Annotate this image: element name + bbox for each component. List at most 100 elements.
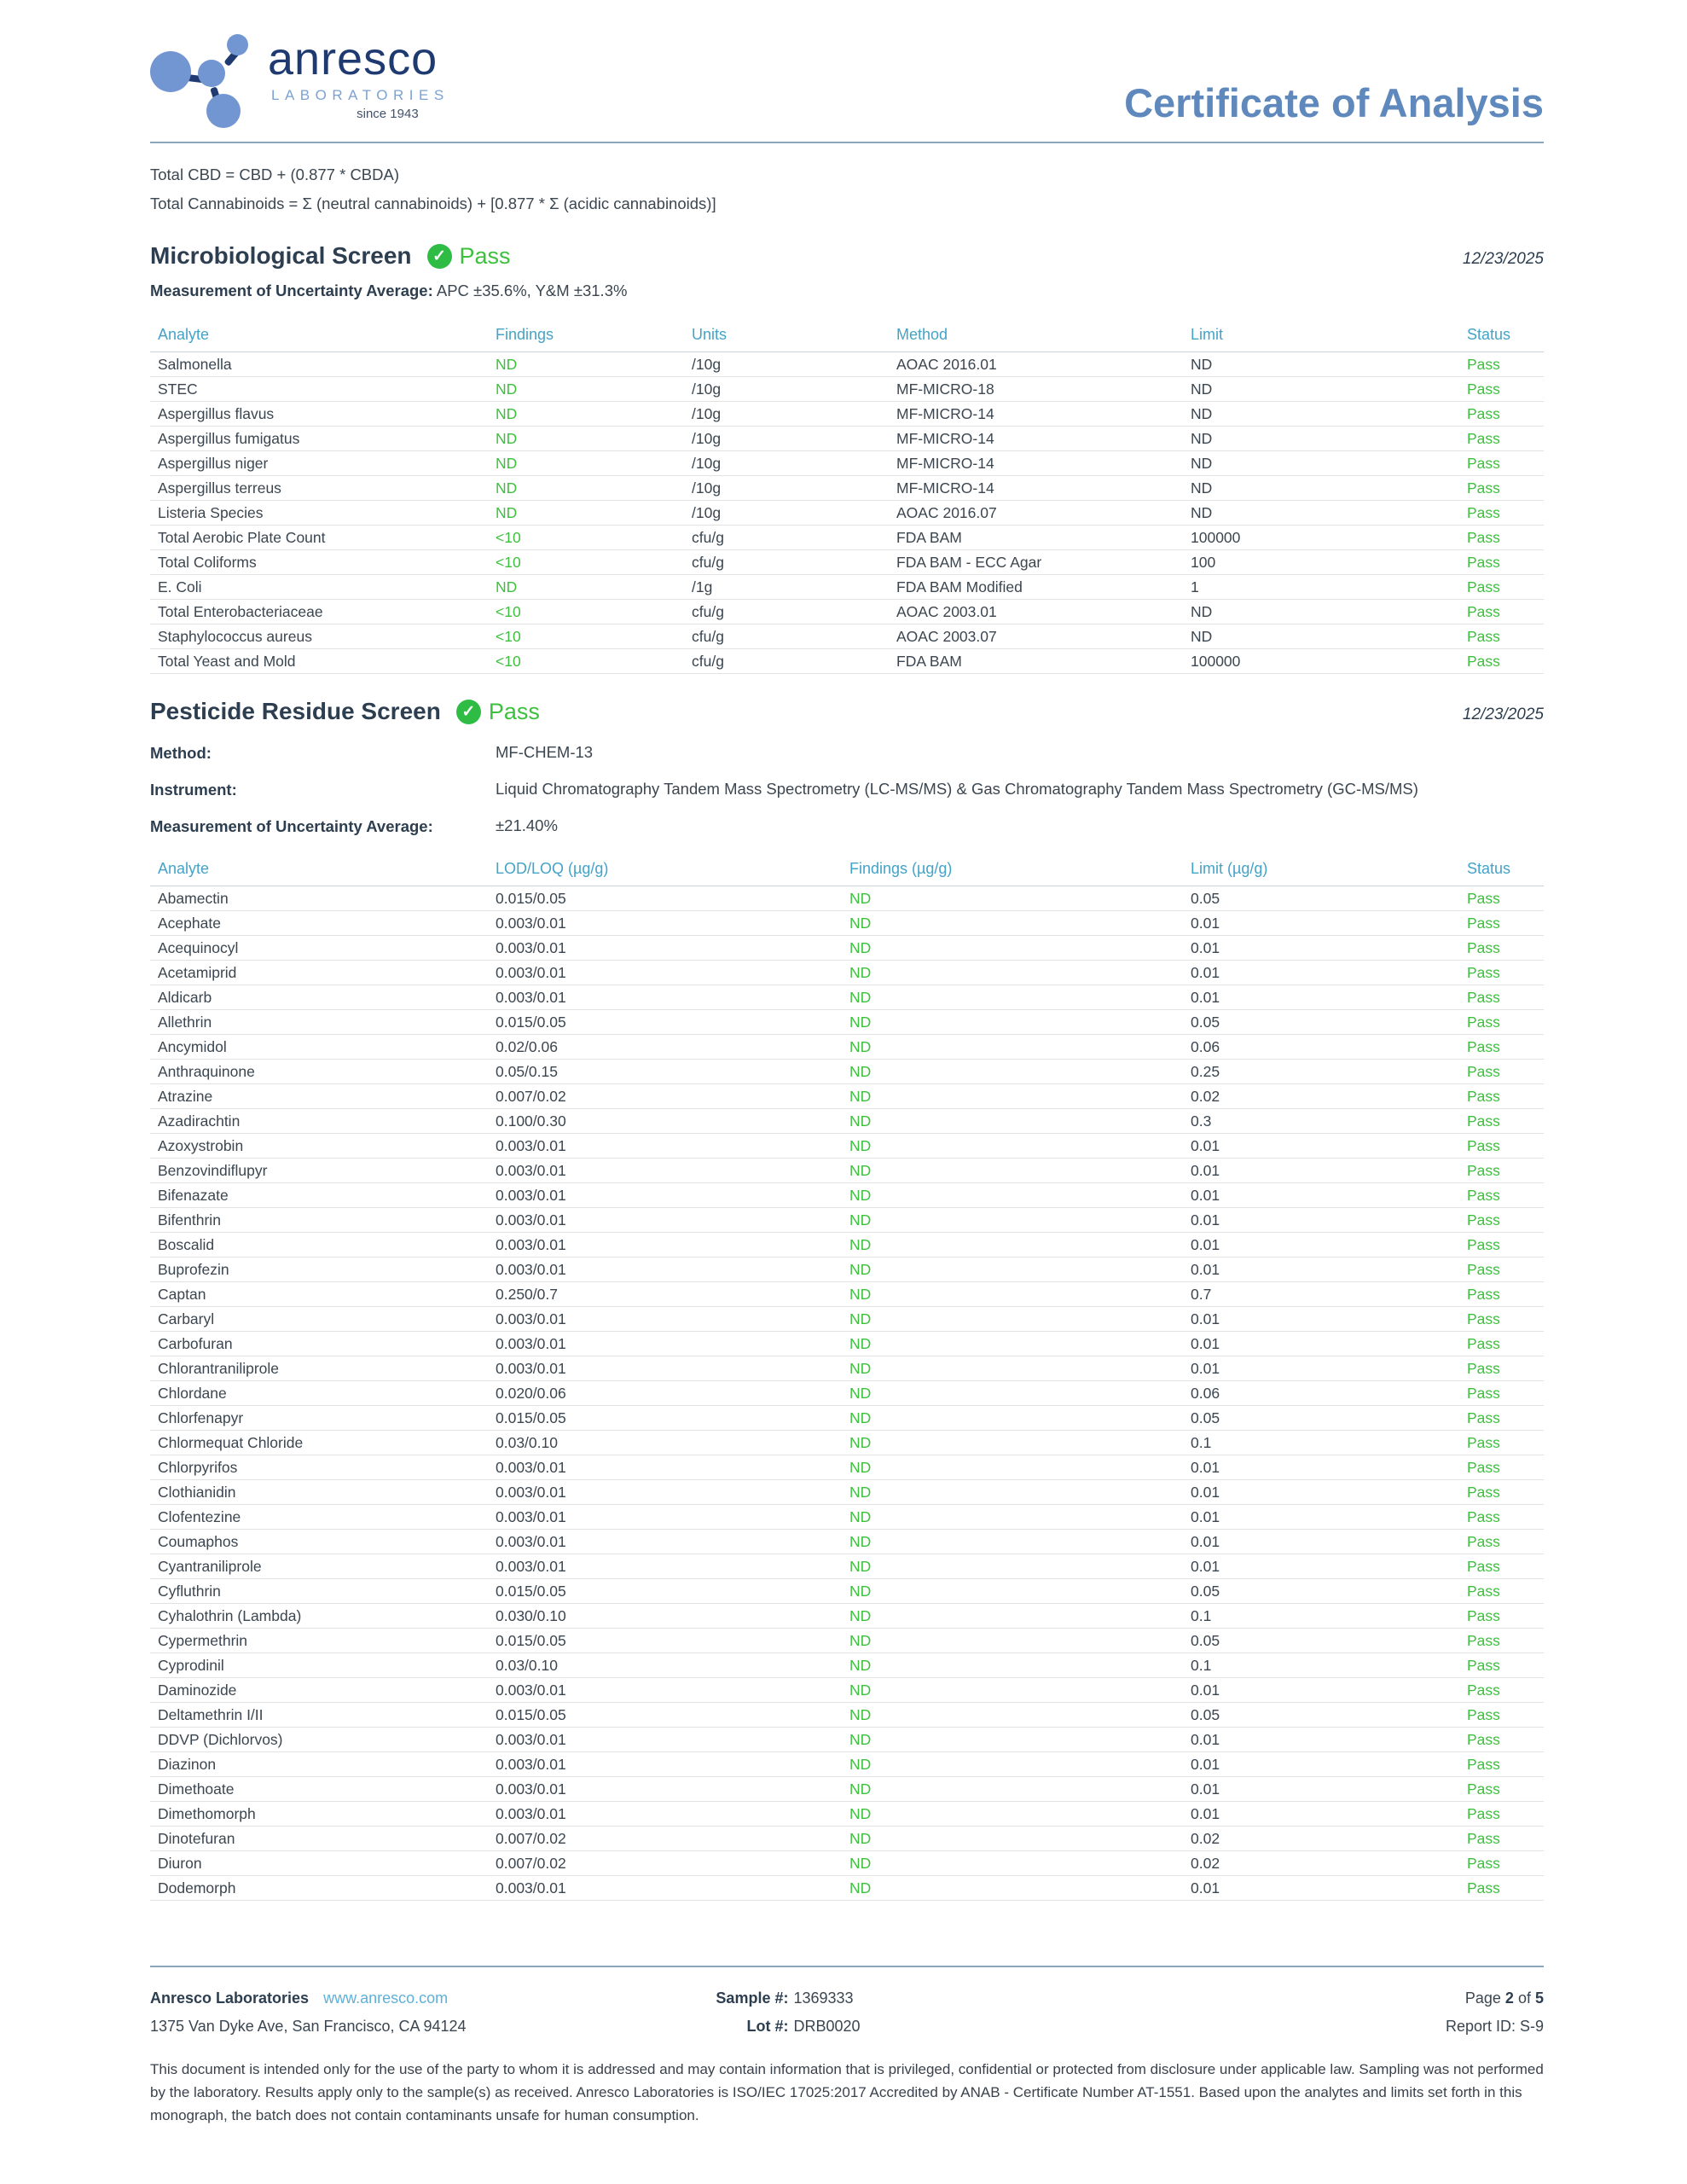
table-cell: Cypermethrin [150,1628,496,1653]
table-cell: ND [849,1455,1191,1480]
table-cell: 0.020/0.06 [496,1380,849,1406]
page-label: Page [1464,1989,1501,2007]
table-row: Abamectin 0.015/0.05 ND 0.05 Pass [150,886,1544,911]
pesticide-date: 12/23/2025 [1462,706,1544,723]
table-cell: <10 [496,549,692,575]
table-cell: ND [849,985,1191,1010]
table-cell: Total Enterobacteriaceae [150,599,496,624]
table-row: Buprofezin 0.003/0.01 ND 0.01 Pass [150,1257,1544,1282]
table-cell: 0.003/0.01 [496,935,849,961]
pesticide-mou-label: Measurement of Uncertainty Average: [150,816,433,835]
table-cell: ND [849,1380,1191,1406]
table-cell: ND [849,1232,1191,1258]
table-cell: ND [849,1257,1191,1282]
table-cell: 0.01 [1191,910,1467,936]
table-row: Carbaryl 0.003/0.01 ND 0.01 Pass [150,1306,1544,1332]
table-cell: Pass [1467,525,1544,550]
table-cell: AOAC 2016.01 [896,351,1191,377]
table-cell: Pass [1467,401,1544,427]
table-cell: Diazinon [150,1751,496,1777]
table-row: Diuron 0.007/0.02 ND 0.02 Pass [150,1850,1544,1876]
table-cell: 0.05 [1191,1405,1467,1431]
footer-sample-block: Sample #: 1369333 Lot #: DRB0020 [686,1989,1115,2036]
table-row: Chlorpyrifos 0.003/0.01 ND 0.01 Pass [150,1455,1544,1480]
table-cell: Clofentezine [150,1504,496,1530]
table-cell: Acephate [150,910,496,936]
table-cell: 0.05 [1191,1628,1467,1653]
table-cell: 0.02 [1191,1083,1467,1109]
table-cell: ND [1191,351,1467,377]
table-cell: Pass [1467,910,1544,936]
table-row: Cyantraniliprole 0.003/0.01 ND 0.01 Pass [150,1554,1544,1579]
table-cell: 0.06 [1191,1380,1467,1406]
report-id: Report ID: S-9 [1445,2018,1544,2035]
table-cell: ND [849,1009,1191,1035]
table-row: Allethrin 0.015/0.05 ND 0.05 Pass [150,1009,1544,1035]
table-cell: Pass [1467,1702,1544,1728]
table-row: Salmonella ND/10g AOAC 2016.01 ND Pass [150,351,1544,377]
table-cell: Aspergillus terreus [150,475,496,501]
table-cell: Pass [1467,475,1544,501]
table-cell: Pass [1467,1281,1544,1307]
company-name: Anresco Laboratories [150,1989,310,2007]
formula-block: Total CBD = CBD + (0.877 * CBDA) Total C… [150,160,1544,218]
table-row: Aspergillus niger ND/10g MF-MICRO-14 ND Pass [150,450,1544,476]
table-cell: <10 [496,599,692,624]
sample-label: Sample #: [716,1989,789,2007]
table-cell: /1g [692,574,896,600]
table-row: Chlorfenapyr 0.015/0.05 ND 0.05 Pass [150,1405,1544,1431]
table-cell: Aldicarb [150,985,496,1010]
pesticide-title-group: Pesticide Residue Screen ✓ Pass [150,698,540,725]
table-cell: Pass [1467,1479,1544,1505]
table-cell: 0.02/0.06 [496,1034,849,1060]
website-link[interactable]: www.anresco.com [323,1989,449,2007]
table-cell: 0.003/0.01 [496,1504,849,1530]
table-cell: Anthraquinone [150,1059,496,1084]
table-row: Cyfluthrin 0.015/0.05 ND 0.05 Pass [150,1578,1544,1604]
table-cell: Pass [1467,1801,1544,1827]
pesticide-section-header: Pesticide Residue Screen ✓ Pass 12/23/20… [150,698,1544,725]
table-cell: Pass [1467,1232,1544,1258]
table-row: Clothianidin 0.003/0.01 ND 0.01 Pass [150,1479,1544,1505]
table-cell: Pass [1467,426,1544,451]
table-row: Bifenazate 0.003/0.01 ND 0.01 Pass [150,1182,1544,1208]
table-cell: Total Aerobic Plate Count [150,525,496,550]
table-cell: cfu/g [692,525,896,550]
table-cell: 0.03/0.10 [496,1653,849,1678]
table-cell: Dimethoate [150,1776,496,1802]
method-label: Method: [150,743,212,762]
table-cell: E. Coli [150,574,496,600]
table-cell: Pass [1467,1083,1544,1109]
pesticide-status-badge: ✓ Pass [455,699,540,724]
table-cell: 0.02 [1191,1826,1467,1851]
footer-grid: Anresco Laboratories www.anresco.com 137… [150,1989,1544,2036]
table-cell: MF-MICRO-18 [896,376,1191,402]
table-cell: Pass [1467,549,1544,575]
table-cell: Pass [1467,648,1544,674]
table-cell: ND [849,1529,1191,1554]
micro-section-title: Microbiological Screen [150,242,412,269]
table-cell: 0.01 [1191,1751,1467,1777]
column-header: Findings [496,321,692,352]
table-cell: /10g [692,500,896,526]
table-cell: 0.01 [1191,1356,1467,1381]
table-cell: Abamectin [150,886,496,911]
table-cell: Bifenthrin [150,1207,496,1233]
pesticide-mou-value: ±21.40% [496,816,558,834]
table-cell: ND [1191,376,1467,402]
table-row: Azadirachtin 0.100/0.30 ND 0.3 Pass [150,1108,1544,1134]
table-cell: 0.003/0.01 [496,1182,849,1208]
table-row: Staphylococcus aureus <10 cfu/g AOAC 2003.0… [150,624,1544,649]
table-cell: Aspergillus fumigatus [150,426,496,451]
table-cell: 0.06 [1191,1034,1467,1060]
table-row: Bifenthrin 0.003/0.01 ND 0.01 Pass [150,1207,1544,1233]
table-cell: Aspergillus flavus [150,401,496,427]
table-cell: ND [849,1059,1191,1084]
footer-divider [150,1966,1544,1967]
table-cell: 0.7 [1191,1281,1467,1307]
table-cell: 0.01 [1191,1158,1467,1183]
table-cell: 0.01 [1191,1133,1467,1159]
table-cell: 1 [1191,574,1467,600]
lot-number: DRB0020 [793,2018,861,2035]
table-cell: 100000 [1191,525,1467,550]
